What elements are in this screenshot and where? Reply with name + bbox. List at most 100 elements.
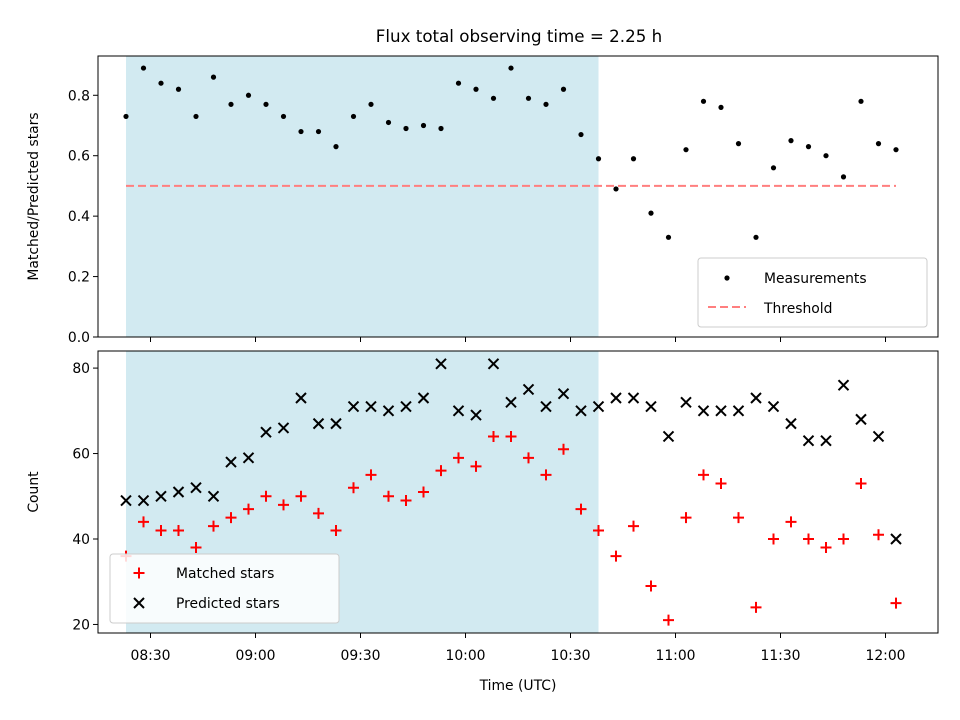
measurement-point (455, 80, 462, 86)
predicted-star-marker (330, 417, 342, 430)
matched-star-marker (190, 542, 202, 554)
matched-star-marker (330, 524, 342, 536)
measurement-point (140, 65, 147, 71)
matched-star-marker (435, 465, 447, 477)
predicted-star-marker (137, 494, 150, 507)
legend-measurements-label: Measurements (764, 271, 867, 287)
predicted-star-marker (260, 426, 272, 438)
measurement-point (700, 98, 707, 104)
predicted-star-marker (557, 388, 570, 400)
measurement-point (490, 95, 497, 101)
matched-star-marker (173, 524, 184, 536)
measurement-point (158, 80, 164, 86)
matched-star-marker (663, 614, 674, 626)
chart-title: Flux total observing time = 2.25 h (376, 26, 662, 46)
x-axis-label: Time (UTC) (479, 678, 557, 694)
legend-matched-marker (133, 567, 145, 579)
matched-star-marker (715, 477, 727, 489)
measurement-point (543, 101, 549, 107)
matched-star-marker (488, 430, 499, 442)
top-y-axis-label: Matched/Predicted stars (26, 112, 42, 280)
measurement-point (245, 92, 252, 98)
matched-star-marker (138, 516, 149, 528)
top-panel: 0.0 0.2 0.4 0.6 0.8 Matched/Predicted stars Me… (26, 55, 939, 346)
measurement-point (823, 153, 829, 159)
predicted-star-marker (610, 392, 622, 404)
top-observing-span (126, 56, 599, 337)
top-y-tick-label: 0.2 (68, 270, 90, 286)
predicted-star-marker (872, 430, 885, 443)
measurement-point (770, 165, 777, 171)
measurement-point (578, 131, 584, 138)
matched-star-marker (628, 520, 639, 532)
predicted-star-marker (487, 358, 500, 370)
predicted-star-marker (470, 409, 482, 421)
bottom-y-axis-label: Count (26, 471, 42, 513)
legend-threshold-label: Threshold (763, 301, 832, 317)
x-tick-label: 10:00 (445, 648, 485, 664)
matched-star-marker (558, 443, 569, 455)
legend-predicted-marker (133, 597, 145, 609)
matched-star-marker (278, 499, 289, 511)
matched-star-marker (733, 512, 744, 524)
measurement-point (875, 141, 882, 147)
predicted-star-marker (680, 396, 692, 408)
measurement-point (613, 186, 619, 192)
predicted-star-marker (435, 358, 447, 370)
bottom-y-tick-label: 60 (72, 447, 90, 463)
predicted-star-marker (207, 490, 220, 502)
predicted-star-marker (242, 452, 255, 464)
matched-star-marker (768, 533, 779, 545)
predicted-star-marker (855, 413, 867, 426)
legend-matched-label: Matched stars (176, 566, 274, 582)
predicted-star-marker (662, 430, 675, 443)
measurement-point (805, 144, 812, 150)
measurement-point (473, 86, 479, 92)
legend-predicted-label: Predicted stars (176, 596, 280, 612)
predicted-star-marker (382, 405, 395, 417)
measurement-point (385, 119, 392, 126)
predicted-star-marker (190, 482, 202, 494)
matched-star-marker (838, 533, 849, 545)
matched-star-marker (890, 597, 902, 609)
measurement-point (753, 234, 759, 240)
predicted-star-marker (400, 400, 412, 413)
matched-star-marker (505, 430, 517, 442)
bottom-axes-frame (97, 350, 939, 634)
measurement-point (263, 101, 269, 107)
predicted-star-marker (312, 417, 325, 430)
measurement-point (648, 210, 654, 216)
legend-measurement-marker (724, 275, 730, 281)
measurement-point (403, 125, 409, 132)
bottom-legend-box (109, 553, 340, 624)
predicted-star-marker (820, 435, 832, 447)
predicted-star-marker (452, 405, 465, 417)
measurement-point (438, 125, 444, 132)
predicted-star-marker (592, 400, 605, 413)
predicted-star-marker (295, 392, 307, 404)
measurement-point (858, 98, 864, 104)
measurement-point (508, 65, 514, 71)
matched-star-marker (155, 524, 167, 536)
predicted-star-marker (697, 405, 710, 417)
measurement-point (665, 234, 672, 240)
measurement-point (315, 128, 322, 135)
matched-star-marker (295, 490, 307, 502)
measurement-point (228, 101, 234, 107)
measurement-point (350, 113, 357, 120)
top-axes-frame (97, 55, 939, 338)
predicted-star-marker (732, 405, 745, 417)
matched-star-marker (593, 524, 604, 536)
measurement-point (840, 174, 847, 180)
measurement-point (420, 122, 427, 129)
matched-star-marker (225, 512, 237, 524)
matched-star-marker (575, 503, 587, 515)
predicted-star-marker (277, 422, 290, 434)
matched-star-marker (698, 469, 709, 481)
predicted-star-marker (575, 405, 587, 417)
predicted-star-marker (750, 392, 762, 404)
matched-star-marker (540, 469, 552, 481)
measurement-point (683, 147, 689, 153)
predicted-star-marker (627, 392, 640, 404)
